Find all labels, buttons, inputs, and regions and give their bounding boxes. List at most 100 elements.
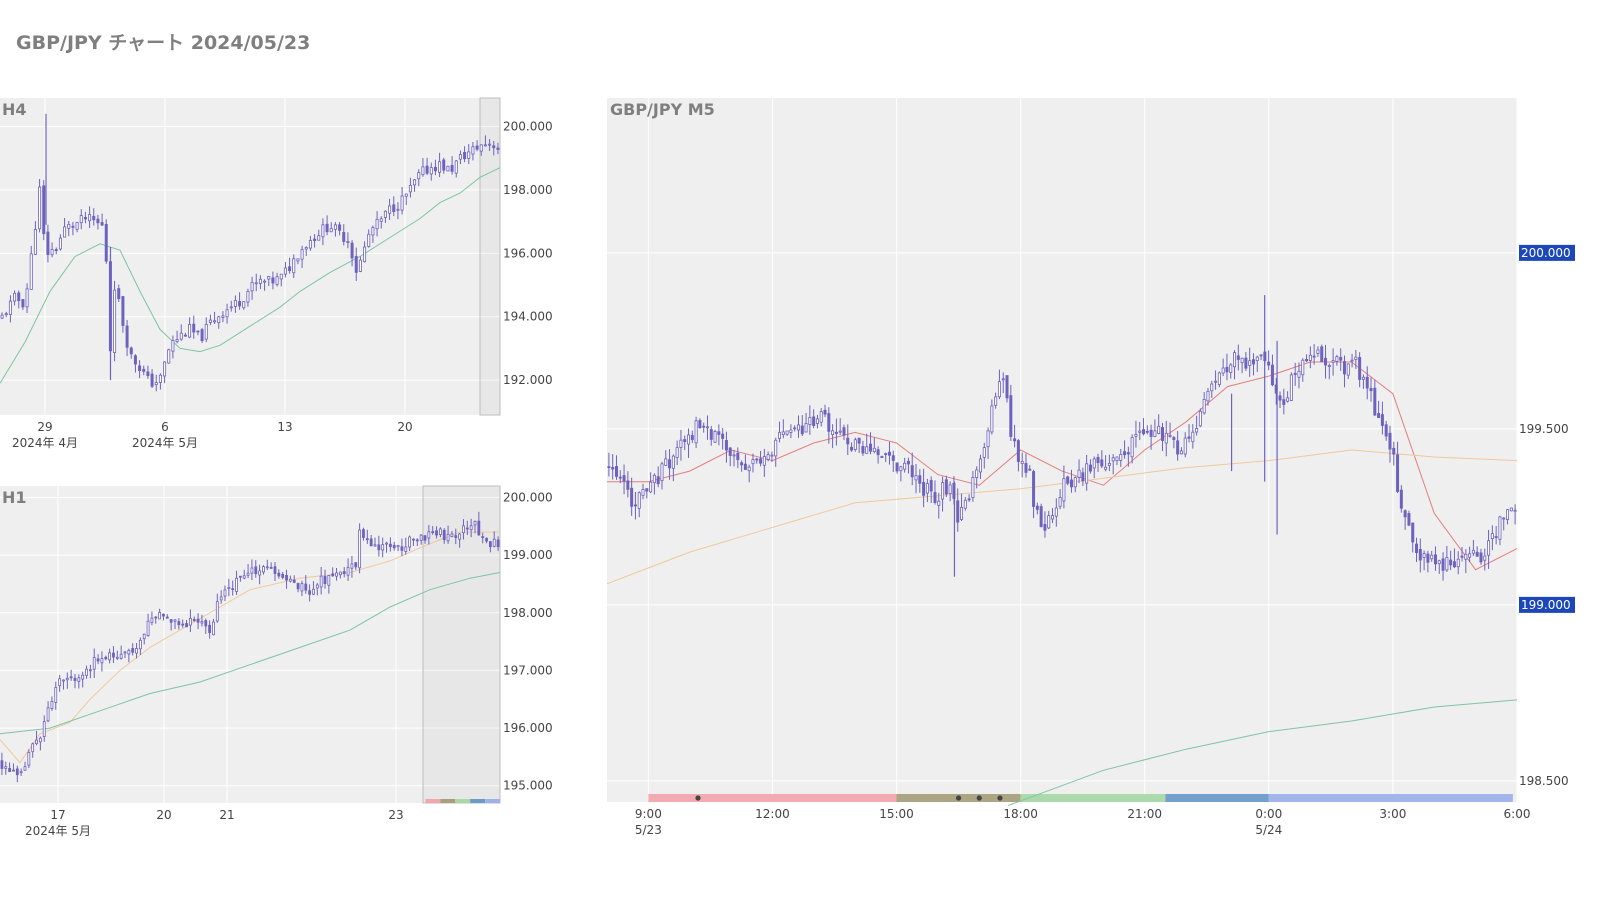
h1-candle-body bbox=[231, 588, 235, 591]
h1-moving-average-1 bbox=[0, 572, 501, 735]
h1-candle-body bbox=[462, 525, 465, 534]
h1-candle-body bbox=[388, 543, 392, 548]
m5-candle-body bbox=[743, 463, 747, 470]
m5-candle-body bbox=[1377, 413, 1381, 419]
m5-candle-body bbox=[834, 431, 838, 434]
m5-price-tag-label: 199.000 bbox=[1521, 598, 1571, 612]
h4-candle-body bbox=[400, 195, 404, 211]
h4-ytick-label: 198.000 bbox=[503, 183, 553, 197]
h1-candle-body bbox=[131, 648, 135, 653]
m5-candle-body bbox=[641, 489, 645, 496]
m5-candle-body bbox=[724, 440, 728, 451]
m5-candle-body bbox=[1392, 447, 1396, 455]
m5-candle-body bbox=[709, 429, 713, 440]
h4-candle-body bbox=[275, 276, 279, 285]
h4-candle-body bbox=[496, 147, 500, 150]
h1-candle-body bbox=[135, 648, 138, 654]
m5-candle-body bbox=[1384, 424, 1388, 437]
h1-candle-body bbox=[327, 575, 331, 586]
h1-candle-body bbox=[50, 701, 54, 709]
h4-ytick-label: 194.000 bbox=[503, 310, 553, 324]
h4-candle-body bbox=[475, 145, 479, 150]
m5-candle-body bbox=[732, 454, 736, 457]
h4-candle-body bbox=[442, 159, 446, 171]
h4-candle-body bbox=[200, 329, 204, 342]
m5-candle-body bbox=[838, 430, 842, 433]
h4-moving-average-0 bbox=[0, 167, 501, 384]
h1-candle-body bbox=[31, 743, 35, 753]
m5-candle-body bbox=[1085, 463, 1089, 484]
h4-candle-body bbox=[171, 340, 175, 352]
h4-candle-body bbox=[167, 349, 171, 364]
m5-candle-body bbox=[1198, 410, 1202, 427]
h4-candle-body bbox=[104, 224, 108, 262]
m5-candle-body bbox=[702, 425, 706, 428]
h4-ytick-label: 196.000 bbox=[503, 246, 553, 260]
m5-candle-body bbox=[1339, 356, 1343, 361]
m5-candle-body bbox=[1320, 346, 1324, 362]
m5-candle-body bbox=[804, 423, 808, 433]
h4-candle-body bbox=[246, 290, 250, 303]
h4-candle-body bbox=[158, 374, 162, 383]
h1-xtick-label: 17 bbox=[50, 808, 65, 822]
m5-candle-body bbox=[1415, 543, 1419, 553]
h1-candle-body bbox=[242, 575, 246, 579]
h1-candle-body bbox=[396, 545, 400, 548]
h1-candle-body bbox=[104, 656, 108, 660]
h1-candle-body bbox=[92, 657, 96, 670]
m5-candle-body bbox=[778, 432, 782, 439]
h1-candle-body bbox=[342, 571, 346, 575]
m5-candle-body bbox=[933, 492, 937, 503]
h4-candle-body bbox=[488, 143, 492, 146]
h4-chart: 192.000194.000196.000198.000200.00029202… bbox=[0, 97, 553, 450]
m5-candle-body bbox=[812, 416, 816, 426]
h4-candle-body bbox=[221, 315, 225, 318]
m5-candle-body bbox=[1062, 478, 1066, 502]
m5-candle-body bbox=[1119, 454, 1123, 461]
h4-candle-body bbox=[267, 275, 271, 280]
h4-candle-body bbox=[183, 334, 187, 337]
h1-candle-body bbox=[473, 520, 477, 526]
m5-candle-body bbox=[1369, 388, 1373, 392]
h4-candle-body bbox=[300, 249, 304, 260]
h4-candle-body bbox=[142, 368, 146, 372]
h4-candle-body bbox=[413, 179, 417, 186]
m5-candle-body bbox=[1005, 375, 1009, 399]
m5-candle-body bbox=[1145, 430, 1149, 433]
h4-candle-body bbox=[429, 167, 433, 175]
m5-candle-body bbox=[1187, 436, 1191, 439]
m5-candle-body bbox=[789, 429, 793, 433]
h4-candle-body bbox=[292, 258, 296, 274]
m5-candle-body bbox=[793, 427, 797, 430]
h4-candle-body bbox=[71, 225, 75, 228]
h1-candle-body bbox=[81, 674, 85, 680]
h4-candle-body bbox=[483, 144, 487, 147]
h1-candle-body bbox=[150, 617, 154, 623]
m5-candle-body bbox=[1312, 355, 1316, 358]
m5-candle-body bbox=[1077, 469, 1081, 478]
m5-candle-body bbox=[1043, 524, 1047, 531]
h1-candle-body bbox=[415, 539, 419, 542]
m5-session-band bbox=[1165, 794, 1269, 802]
m5-candle-body bbox=[679, 439, 683, 448]
h1-candle-body bbox=[212, 621, 215, 636]
h1-candle-body bbox=[123, 651, 127, 654]
h1-candle-body bbox=[492, 538, 496, 547]
h4-candle-body bbox=[225, 309, 229, 318]
m5-candle-body bbox=[1327, 365, 1331, 367]
m5-candle-body bbox=[906, 460, 910, 465]
h1-moving-average-0 bbox=[0, 531, 500, 764]
h4-candle-body bbox=[254, 282, 258, 285]
m5-candle-body bbox=[891, 455, 895, 461]
m5-xtick-label: 15:00 bbox=[879, 807, 914, 821]
m5-candle-body bbox=[770, 454, 774, 457]
h1-candle-body bbox=[38, 737, 42, 743]
m5-candle-body bbox=[1301, 359, 1305, 376]
m5-candle-body bbox=[1024, 463, 1028, 473]
m5-moving-average-1 bbox=[606, 449, 1518, 585]
m5-session-band bbox=[1020, 794, 1166, 802]
h1-candle-body bbox=[273, 566, 277, 574]
h1-candle-body bbox=[58, 678, 62, 687]
h1-xtick-label: 21 bbox=[219, 808, 234, 822]
h4-candle-body bbox=[8, 300, 12, 315]
